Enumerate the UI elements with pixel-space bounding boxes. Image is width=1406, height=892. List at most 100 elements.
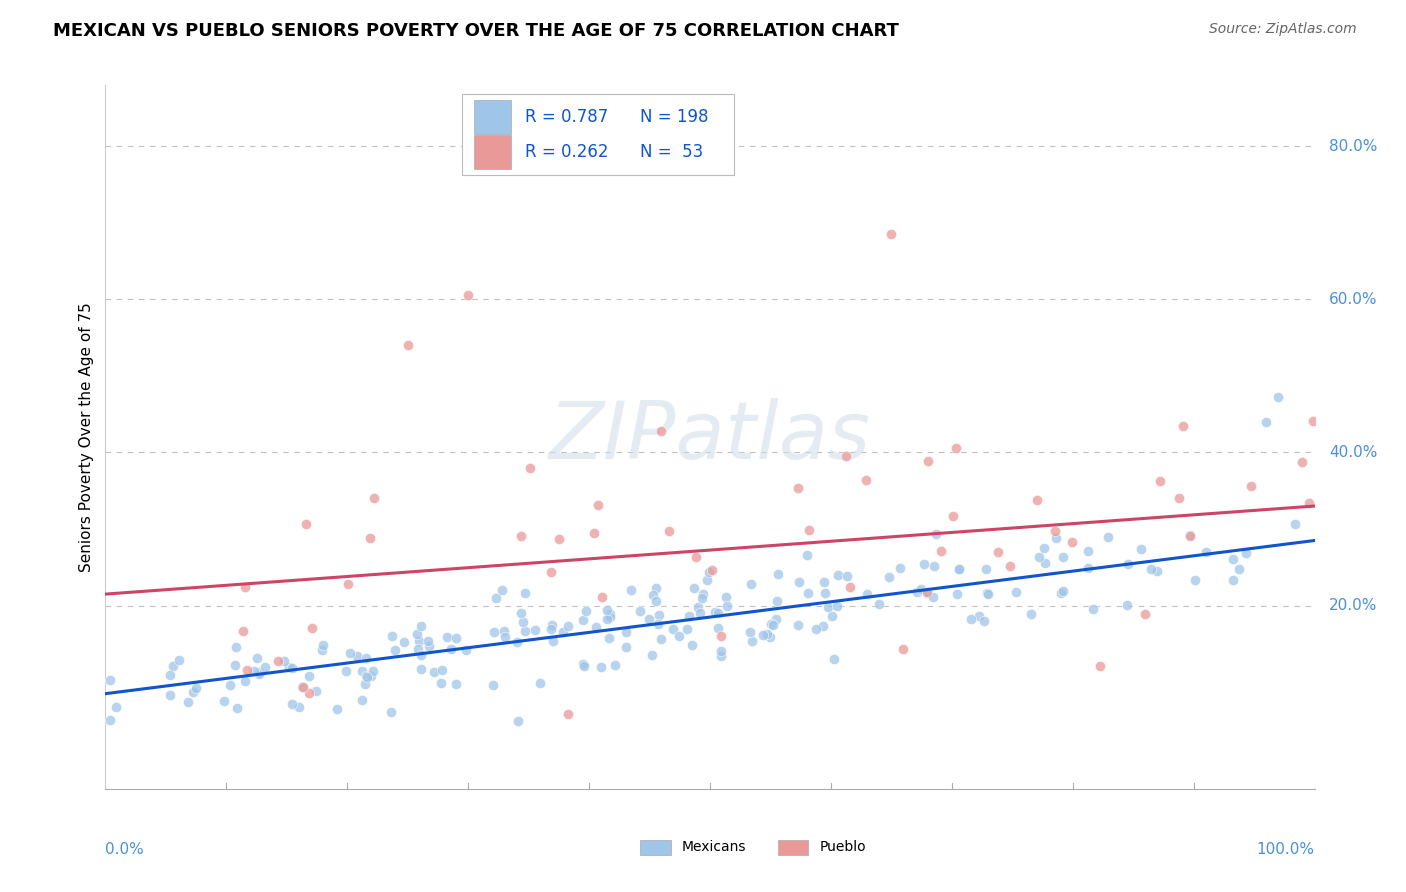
Point [336, 576, 359, 591]
Point [766, 593, 789, 607]
Point [740, 577, 762, 591]
Point [547, 532, 569, 546]
Point [494, 630, 516, 644]
Point [506, 714, 529, 729]
Point [645, 581, 668, 595]
Point [891, 641, 914, 656]
Point [396, 338, 419, 352]
Point [162, 659, 184, 673]
Point [304, 684, 326, 698]
Point [628, 604, 651, 618]
Point [572, 657, 595, 672]
Text: ZIPatlas: ZIPatlas [548, 398, 872, 476]
Point [273, 654, 295, 668]
Point [709, 644, 731, 658]
Point [1222, 552, 1244, 566]
Point [967, 609, 990, 624]
Point [922, 559, 945, 574]
Point [645, 593, 668, 607]
Point [363, 491, 385, 506]
Point [839, 580, 862, 594]
Point [247, 667, 270, 681]
Point [510, 529, 533, 543]
Point [813, 575, 835, 590]
Point [683, 581, 706, 595]
Point [1033, 556, 1056, 570]
Point [696, 573, 718, 587]
Point [787, 618, 810, 632]
Point [311, 643, 333, 657]
Point [232, 624, 254, 639]
Point [440, 641, 463, 656]
Point [98, 713, 121, 727]
Point [291, 680, 314, 694]
Point [756, 627, 779, 641]
Point [350, 664, 373, 678]
Text: 40.0%: 40.0% [1329, 445, 1378, 460]
Point [506, 634, 529, 648]
Point [766, 567, 789, 582]
Point [356, 670, 378, 684]
Point [411, 662, 433, 676]
Point [945, 442, 967, 456]
Point [921, 591, 943, 605]
Point [650, 424, 672, 438]
Point [647, 616, 669, 631]
Point [599, 610, 621, 624]
Point [1302, 414, 1324, 428]
Point [714, 590, 737, 604]
Point [339, 646, 361, 660]
Point [700, 563, 723, 577]
Point [224, 657, 246, 672]
Point [541, 633, 564, 648]
Point [689, 607, 711, 621]
Point [880, 227, 903, 241]
Point [295, 517, 318, 532]
Point [243, 664, 266, 678]
Point [710, 629, 733, 643]
Point [575, 604, 598, 618]
Point [540, 617, 562, 632]
Point [1256, 415, 1278, 429]
Point [960, 612, 983, 626]
Point [350, 693, 373, 707]
Point [751, 628, 773, 642]
Point [1025, 493, 1047, 508]
Point [1146, 564, 1168, 578]
Point [1129, 541, 1152, 556]
Point [233, 674, 256, 689]
Point [598, 631, 620, 645]
Point [1240, 478, 1263, 492]
Point [835, 568, 858, 582]
Point [266, 654, 288, 668]
Point [409, 648, 432, 662]
Point [648, 607, 671, 622]
Point [707, 606, 730, 620]
Point [658, 524, 681, 538]
Point [553, 624, 575, 639]
Point [583, 525, 606, 540]
Point [1052, 549, 1074, 564]
Point [799, 524, 821, 538]
Point [1028, 550, 1050, 565]
Point [354, 677, 377, 691]
Point [889, 561, 911, 575]
Text: R = 0.262: R = 0.262 [524, 144, 609, 161]
Point [1097, 530, 1119, 544]
Point [796, 586, 818, 600]
Text: 20.0%: 20.0% [1329, 599, 1378, 613]
Point [1222, 574, 1244, 588]
Point [945, 587, 967, 601]
Point [557, 707, 579, 722]
Point [184, 681, 207, 696]
Point [710, 649, 733, 664]
Point [765, 612, 787, 626]
Point [225, 640, 247, 654]
Point [1184, 573, 1206, 587]
Point [418, 634, 440, 648]
Point [280, 661, 302, 675]
Point [430, 663, 453, 677]
Point [513, 586, 536, 600]
Point [931, 544, 953, 558]
Point [1045, 531, 1067, 545]
